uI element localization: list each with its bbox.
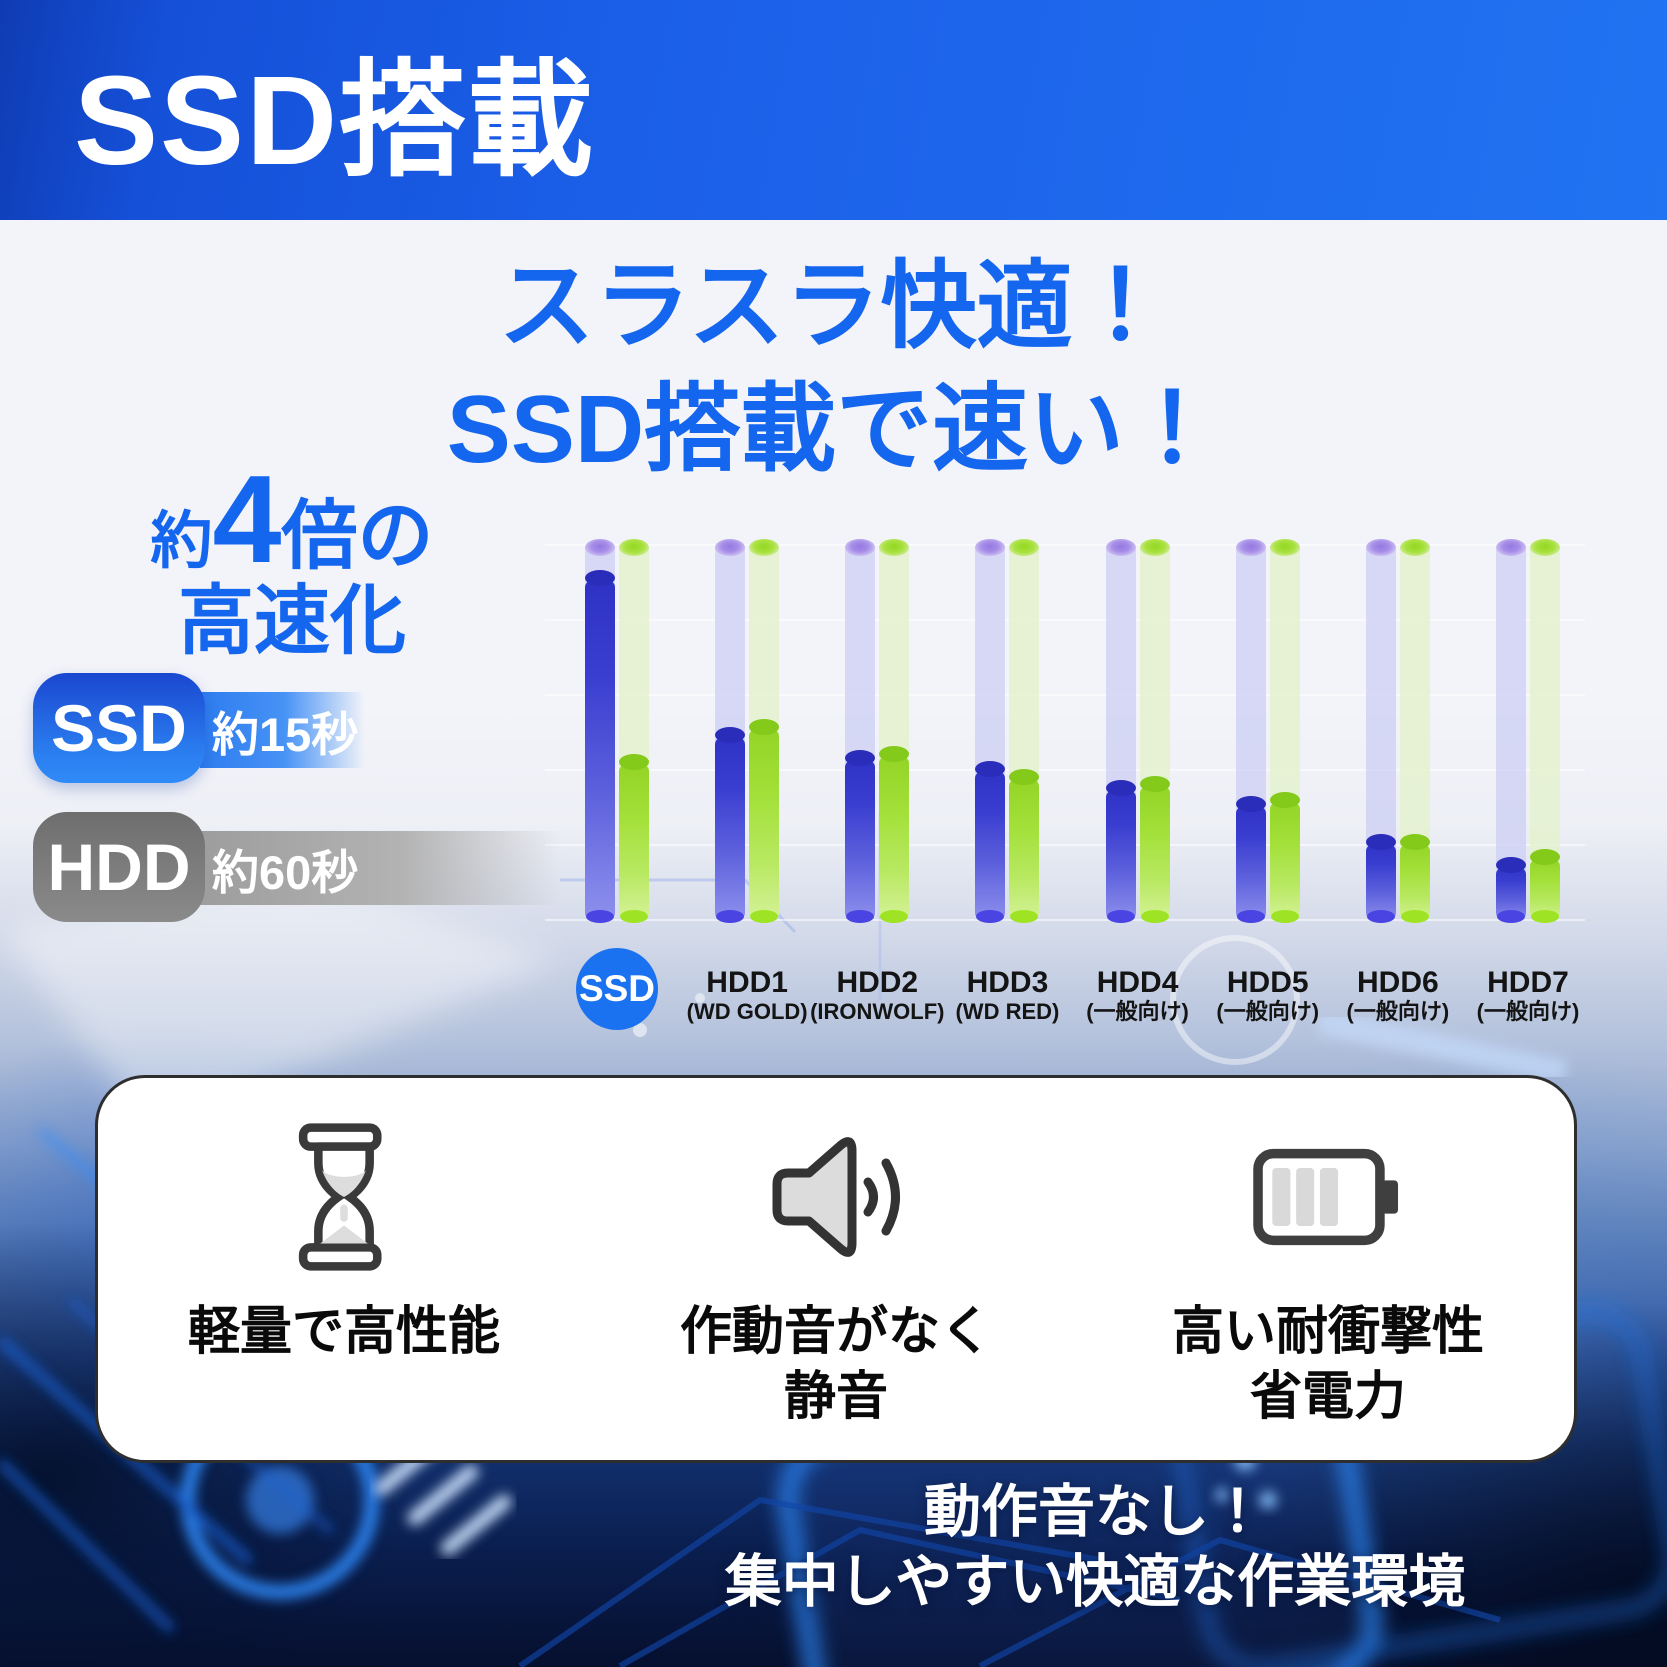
green-tube <box>1139 539 1170 923</box>
column-label: HDD7 <box>1487 966 1569 999</box>
feature-label-line1: 軽量で高性能 <box>187 1303 500 1361</box>
green-tube <box>749 539 780 923</box>
chart-column-hdd7: HDD7 (一般向け) <box>1477 539 1579 1023</box>
blue-tube <box>1495 539 1526 924</box>
ssd-badge: SSD <box>33 673 205 783</box>
hourglass-icon <box>296 1118 392 1276</box>
blue-bar-fill <box>1495 856 1526 924</box>
feature-label: 作動音がなく 静音 <box>680 1300 992 1430</box>
column-label: HDD4 <box>1096 966 1179 999</box>
feature-lightweight: 軽量で高性能 <box>98 1078 590 1460</box>
feature-silent: 作動音がなく 静音 <box>590 1078 1082 1460</box>
ssd-time-value: 約15秒 <box>212 707 359 761</box>
column-sublabel: (IRONWOLF) <box>810 999 945 1024</box>
circuit-decoration <box>0 810 1667 1667</box>
blue-bar-fill <box>845 749 876 924</box>
blue-bar-fill <box>1365 833 1396 924</box>
feature-label-line2: 省電力 <box>1249 1368 1406 1426</box>
speedup-multiplier: 4 <box>212 451 282 589</box>
hdd-badge: HDD <box>33 812 205 922</box>
hero-title: スラスラ快適！ SSD搭載で速い！ <box>0 246 1667 492</box>
speedup-line2: 高速化 <box>178 579 406 664</box>
feature-card: 軽量で高性能 作動音がなく 静音 <box>95 1075 1577 1463</box>
page-title: SSD搭載 <box>74 50 596 191</box>
column-label: HDD5 <box>1226 966 1309 999</box>
blue-tube <box>1235 539 1266 924</box>
green-tube <box>1399 539 1430 924</box>
green-tube <box>619 539 649 924</box>
speaker-icon <box>761 1118 911 1276</box>
column-sublabel: (一般向け) <box>1216 999 1320 1024</box>
feature-label-line1: 高い耐衝撃性 <box>1171 1303 1484 1361</box>
column-label: HDD2 <box>836 966 919 999</box>
green-tube <box>1009 539 1040 924</box>
column-sublabel: (一般向け) <box>1476 999 1580 1024</box>
feature-label: 軽量で高性能 <box>188 1300 500 1365</box>
ssd-circle-label: SSD <box>576 948 658 1030</box>
blue-tube <box>845 539 876 924</box>
blue-tube <box>1365 539 1396 924</box>
footer-line2: 集中しやすい快適な作業環境 <box>724 1549 1466 1614</box>
feature-label: 高い耐衝撃性 省電力 <box>1172 1300 1484 1430</box>
column-sublabel: (一般向け) <box>1346 999 1450 1024</box>
blue-bar-fill <box>975 761 1006 923</box>
speedup-line1: 約4倍の <box>52 458 532 582</box>
blue-bar-fill <box>585 570 615 923</box>
chart-column-hdd5: HDD5 (一般向け) <box>1216 539 1319 1023</box>
chart-column-hdd6: HDD6 (一般向け) <box>1347 539 1449 1023</box>
footer-text: 動作音なし！ 集中しやすい快適な作業環境 <box>600 1478 1590 1617</box>
column-sublabel: (WD GOLD) <box>686 999 808 1024</box>
chart-column-hdd2: HDD2 (IRONWOLF) <box>810 539 944 1023</box>
hdd-time-value: 約60秒 <box>212 845 359 899</box>
blue-bar-fill <box>1105 780 1136 923</box>
green-bar-fill <box>1399 833 1430 924</box>
column-label: HDD3 <box>966 966 1049 999</box>
blue-tube <box>1105 539 1136 923</box>
footer-line1: 動作音なし！ <box>924 1480 1266 1544</box>
feature-durable: 高い耐衝撃性 省電力 <box>1082 1078 1574 1460</box>
header-banner: SSD搭載 <box>0 0 1667 220</box>
blue-tube <box>975 539 1006 923</box>
battery-icon <box>1251 1118 1406 1276</box>
hero-title-line1: スラスラ快適！ <box>498 253 1169 360</box>
green-tube <box>1529 539 1560 923</box>
ssd-time-bar: 約15秒 <box>200 692 368 768</box>
chart-column-hdd1: HDD1 (WD GOLD) <box>687 539 808 1023</box>
speed-comparison-chart: SSD HDD1 (WD GOLD) HDD2 (IRONWOLF) HDD3 (WD RE… <box>576 539 1579 1030</box>
feature-label-line1: 作動音がなく <box>679 1303 992 1361</box>
speedup-about: 約 <box>150 507 213 576</box>
green-bar-fill <box>879 745 910 924</box>
chart-column-hdd3: HDD3 (WD RED) <box>955 539 1059 1023</box>
green-bar-fill <box>1139 776 1170 923</box>
green-bar-fill <box>1529 849 1560 923</box>
speedup-unit: 倍の <box>281 494 434 579</box>
speedup-note: 約4倍の 高速化 <box>52 458 532 660</box>
chart-column-hdd4: HDD4 (一般向け) <box>1086 539 1189 1023</box>
hdd-time-bar: 約60秒 <box>200 831 568 905</box>
feature-label-line2: 静音 <box>783 1368 888 1426</box>
blue-bar-fill <box>715 726 746 924</box>
green-bar-fill <box>1269 791 1300 924</box>
green-tube <box>1269 539 1300 924</box>
blue-tube <box>585 539 615 923</box>
column-label: HDD6 <box>1357 966 1439 999</box>
hero-title-line2: SSD搭載で速い！ <box>446 375 1221 483</box>
column-sublabel: (WD RED) <box>955 999 1060 1024</box>
chart-column-ssd: SSD <box>576 539 658 1030</box>
column-sublabel: (一般向け) <box>1086 999 1189 1024</box>
blue-bar-fill <box>1235 795 1266 924</box>
column-label: HDD1 <box>706 966 788 999</box>
green-bar-fill <box>619 753 649 924</box>
green-bar-fill <box>1009 768 1040 924</box>
green-bar-fill <box>749 719 780 923</box>
blue-tube <box>715 539 746 924</box>
green-tube <box>879 539 910 924</box>
